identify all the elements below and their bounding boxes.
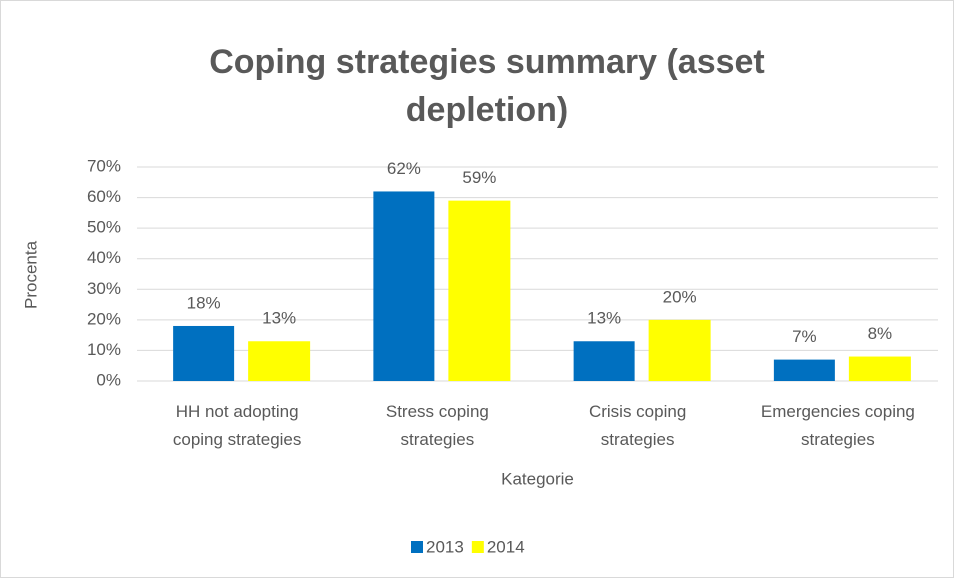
x-tick-label: HH not adopting coping strategies <box>172 402 302 449</box>
x-axis-label: Kategorie <box>501 469 574 488</box>
y-tick-label: 40% <box>87 248 121 267</box>
value-label: 59% <box>462 168 496 187</box>
x-tick-label: Stress coping strategies <box>385 402 489 449</box>
y-tick-label: 60% <box>87 187 121 206</box>
legend-swatch <box>411 541 423 553</box>
x-tick-label: Crisis coping strategies <box>588 402 687 449</box>
y-tick-label: 30% <box>87 279 121 298</box>
x-tick-label: Emergencies coping strategies <box>760 402 915 449</box>
bar <box>248 341 311 381</box>
value-label: 13% <box>262 309 296 328</box>
legend-label: 2014 <box>487 537 525 556</box>
bar <box>448 200 511 381</box>
legend-swatch <box>471 541 484 553</box>
y-tick-label: 70% <box>87 156 121 175</box>
y-axis-label: Procenta <box>21 240 40 309</box>
bar <box>773 359 835 381</box>
y-tick-label: 10% <box>87 340 121 359</box>
chart-title: Coping strategies summary (asset depleti… <box>209 43 765 129</box>
value-label: 18% <box>187 293 221 312</box>
y-tick-label: 20% <box>87 309 121 328</box>
y-tick-label: 0% <box>96 370 121 389</box>
bar <box>373 191 435 381</box>
value-label: 20% <box>663 287 697 306</box>
value-label: 8% <box>868 324 893 343</box>
value-label: 62% <box>387 159 421 178</box>
bar <box>848 356 911 381</box>
bar <box>648 319 711 381</box>
value-label: 13% <box>587 309 621 328</box>
y-tick-label: 50% <box>87 218 121 237</box>
bar <box>173 325 235 381</box>
legend-label: 2013 <box>426 537 464 556</box>
bar <box>573 341 635 381</box>
value-label: 7% <box>792 327 817 346</box>
